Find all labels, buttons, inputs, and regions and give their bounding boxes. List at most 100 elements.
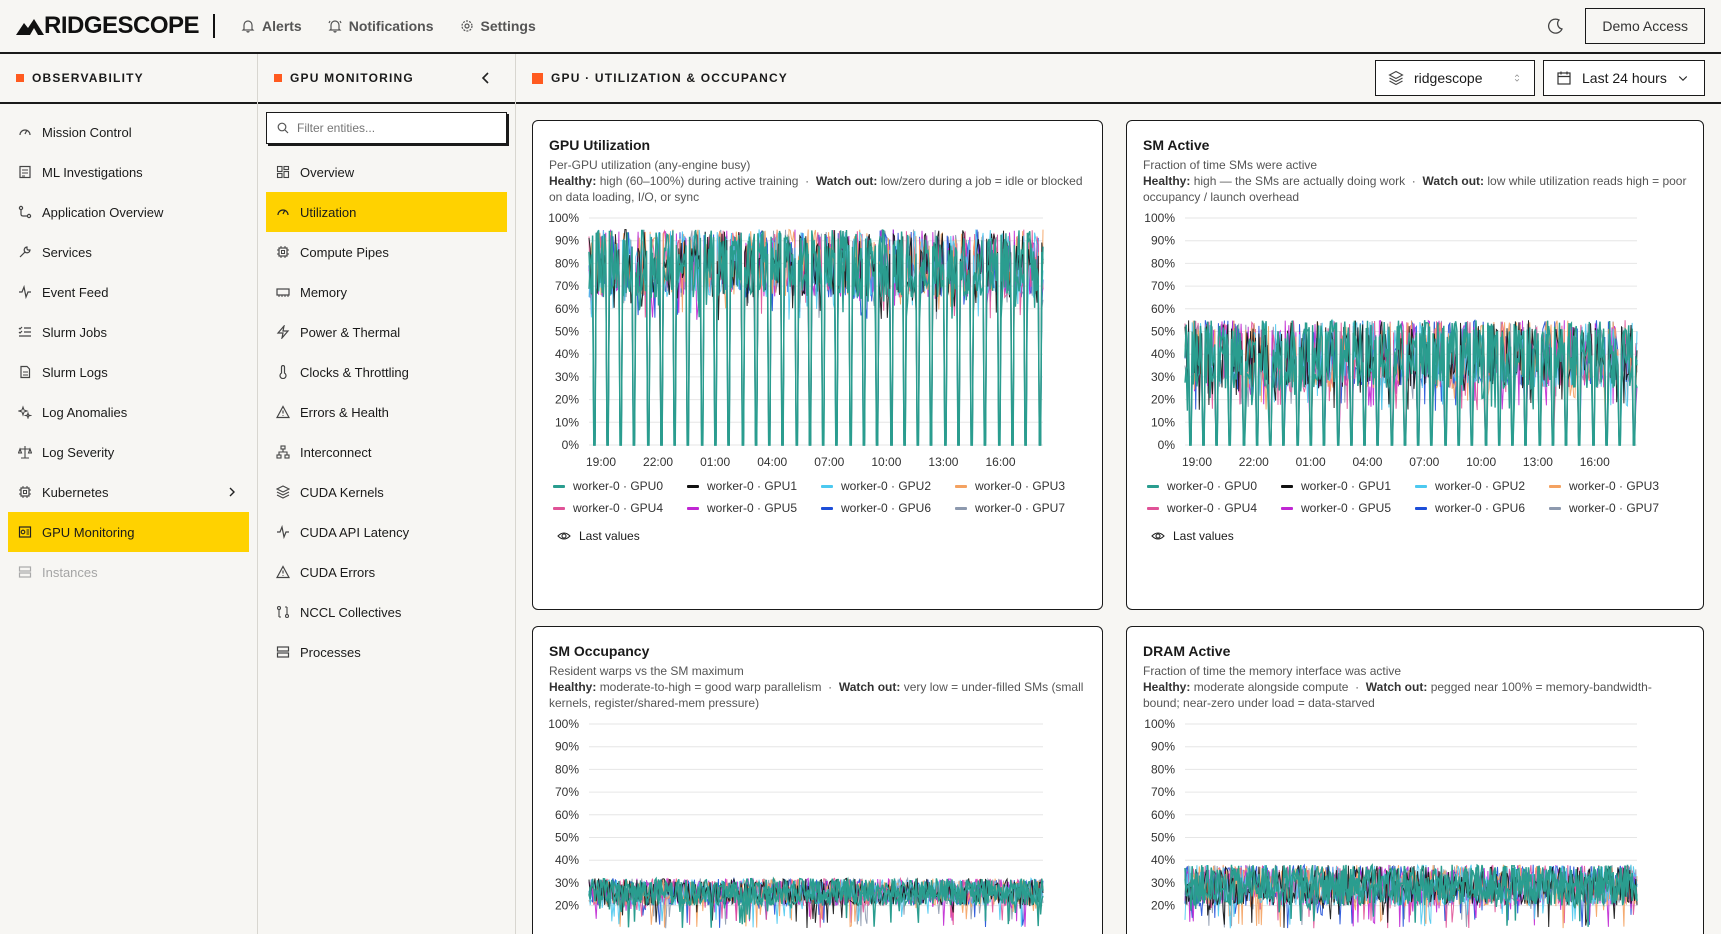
- legend-item[interactable]: worker-0 · GPU1: [687, 479, 821, 493]
- legend-item[interactable]: worker-0 · GPU2: [821, 479, 955, 493]
- subnav-item-nccl-collectives[interactable]: NCCL Collectives: [266, 592, 507, 632]
- legend-swatch: [1281, 506, 1293, 510]
- legend-swatch: [553, 506, 565, 510]
- demo-access-button[interactable]: Demo Access: [1585, 8, 1705, 44]
- timerange-select[interactable]: Last 24 hours: [1543, 60, 1705, 96]
- subnav-item-power-thermal[interactable]: Power & Thermal: [266, 312, 507, 352]
- card-description: Healthy: moderate-to-high = good warp pa…: [549, 680, 1084, 710]
- sidebar-item-label: Mission Control: [42, 124, 132, 140]
- sidebar-item-kubernetes[interactable]: Kubernetes: [8, 472, 249, 512]
- subnav-item-overview[interactable]: Overview: [266, 152, 507, 192]
- legend-item[interactable]: worker-0 · GPU5: [1281, 501, 1415, 515]
- legend-swatch: [821, 484, 833, 488]
- y-tick-label: 30%: [1151, 370, 1175, 384]
- notifications-link[interactable]: Notifications: [328, 18, 434, 34]
- subnav-item-cuda-errors[interactable]: CUDA Errors: [266, 552, 507, 592]
- chart-legend: worker-0 · GPU0 worker-0 · GPU1 worker-0 ·…: [1147, 479, 1683, 515]
- sidebar-item-log-anomalies[interactable]: Log Anomalies: [8, 392, 249, 432]
- sidebar-item-services[interactable]: Services: [8, 232, 249, 272]
- subnav-item-cuda-kernels[interactable]: CUDA Kernels: [266, 472, 507, 512]
- y-tick-label: 70%: [555, 785, 579, 799]
- activity-icon: [19, 285, 31, 299]
- legend-item[interactable]: worker-0 · GPU1: [1281, 479, 1415, 493]
- filter-entities-input[interactable]: [297, 121, 477, 135]
- legend-item[interactable]: worker-0 · GPU0: [1147, 479, 1281, 493]
- legend-item[interactable]: worker-0 · GPU2: [1415, 479, 1549, 493]
- y-tick-label: 10%: [1151, 415, 1175, 429]
- subnav-item-cuda-api-latency[interactable]: CUDA API Latency: [266, 512, 507, 552]
- subnav-item-label: Compute Pipes: [300, 244, 389, 260]
- y-tick-label: 30%: [1151, 876, 1175, 890]
- legend-item[interactable]: worker-0 · GPU6: [1415, 501, 1549, 515]
- y-tick-label: 80%: [1151, 762, 1175, 776]
- legend-label: worker-0 · GPU3: [1569, 479, 1660, 493]
- sidebar-item-gpu-monitoring[interactable]: GPU Monitoring: [8, 512, 249, 552]
- y-tick-label: 20%: [1151, 899, 1175, 913]
- card-title: SM Active: [1143, 137, 1210, 153]
- legend-swatch: [553, 484, 565, 488]
- brand-logo[interactable]: RIDGESCOPE: [16, 12, 200, 39]
- legend-item[interactable]: worker-0 · GPU3: [955, 479, 1089, 493]
- git-compare-icon: [276, 605, 290, 619]
- filter-entities-field[interactable]: [266, 112, 507, 144]
- sidebar-item-log-severity[interactable]: Log Severity: [8, 432, 249, 472]
- sidebar-item-event-feed[interactable]: Event Feed: [8, 272, 249, 312]
- last-values-toggle[interactable]: Last values: [557, 529, 640, 543]
- sm-active-chart[interactable]: 100% 90% 80% 70% 60% 50% 40% 30% 20% 10% 0% 19:00 22…: [1127, 121, 1703, 609]
- project-select-value: ridgescope: [1414, 70, 1483, 86]
- thermometer-icon: [279, 365, 287, 379]
- alerts-label: Alerts: [262, 18, 302, 34]
- mountain-logo-icon: [16, 19, 44, 35]
- sidebar-item-mission-control[interactable]: Mission Control: [8, 112, 249, 152]
- alert-triangle-icon: [276, 565, 290, 579]
- sidebar-item-instances: Instances: [8, 552, 249, 592]
- moon-icon[interactable]: [1547, 17, 1565, 35]
- subnav-item-errors-health[interactable]: Errors & Health: [266, 392, 507, 432]
- x-tick-label: 07:00: [814, 455, 844, 469]
- watch-label: Watch out:: [815, 174, 878, 188]
- legend-item[interactable]: worker-0 · GPU6: [821, 501, 955, 515]
- subnav-item-utilization[interactable]: Utilization: [266, 192, 507, 232]
- y-tick-label: 100%: [548, 717, 579, 731]
- legend-item[interactable]: worker-0 · GPU7: [955, 501, 1089, 515]
- settings-link[interactable]: Settings: [460, 18, 536, 34]
- subnav-item-memory[interactable]: Memory: [266, 272, 507, 312]
- series-line-gpu0-top: [588, 229, 1044, 446]
- x-tick-label: 16:00: [1580, 455, 1610, 469]
- sm-occupancy-chart[interactable]: 100% 90% 80% 70% 60% 50% 40% 30% 20%: [533, 627, 1102, 934]
- chevron-left-icon[interactable]: [479, 71, 493, 85]
- subnav-item-compute-pipes[interactable]: Compute Pipes: [266, 232, 507, 272]
- y-tick-label: 60%: [1151, 302, 1175, 316]
- watch-label: Watch out:: [838, 680, 901, 694]
- legend-swatch: [1549, 506, 1561, 510]
- legend-item[interactable]: worker-0 · GPU4: [553, 501, 687, 515]
- dram-active-chart[interactable]: 100% 90% 80% 70% 60% 50% 40% 30% 20%: [1127, 627, 1703, 934]
- sidebar-item-ml-investigations[interactable]: ML Investigations: [8, 152, 249, 192]
- legend-swatch: [955, 506, 967, 510]
- y-tick-label: 40%: [1151, 347, 1175, 361]
- healthy-label: Healthy:: [1143, 680, 1191, 694]
- y-tick-label: 90%: [1151, 740, 1175, 754]
- layers-icon: [276, 485, 290, 499]
- legend-item[interactable]: worker-0 · GPU0: [553, 479, 687, 493]
- gpu-utilization-chart[interactable]: 100% 90% 80% 70% 60% 50% 40% 30% 20% 10% 0% 19:00 22…: [533, 121, 1102, 609]
- sidebar-item-application-overview[interactable]: Application Overview: [8, 192, 249, 232]
- legend-item[interactable]: worker-0 · GPU5: [687, 501, 821, 515]
- subnav-item-processes[interactable]: Processes: [266, 632, 507, 672]
- alerts-link[interactable]: Alerts: [241, 18, 302, 34]
- subnav-header: GPU MONITORING: [258, 54, 515, 104]
- legend-item[interactable]: worker-0 · GPU3: [1549, 479, 1683, 493]
- sidebar-item-slurm-jobs[interactable]: Slurm Jobs: [8, 312, 249, 352]
- legend-item[interactable]: worker-0 · GPU4: [1147, 501, 1281, 515]
- subnav-item-clocks-throttling[interactable]: Clocks & Throttling: [266, 352, 507, 392]
- legend-item[interactable]: worker-0 · GPU7: [1549, 501, 1683, 515]
- y-tick-label: 90%: [555, 740, 579, 754]
- x-tick-label: 01:00: [1296, 455, 1326, 469]
- project-select[interactable]: ridgescope: [1375, 60, 1535, 96]
- sidebar-item-slurm-logs[interactable]: Slurm Logs: [8, 352, 249, 392]
- y-tick-label: 50%: [1151, 831, 1175, 845]
- subnav-item-interconnect[interactable]: Interconnect: [266, 432, 507, 472]
- watch-text: low while utilization reads high = poor …: [1143, 174, 1687, 204]
- y-tick-label: 50%: [555, 831, 579, 845]
- last-values-toggle[interactable]: Last values: [1151, 529, 1234, 543]
